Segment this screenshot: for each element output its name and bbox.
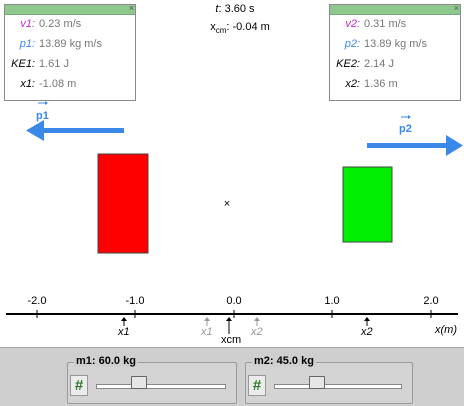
xcm-value: : -0.04 m <box>226 21 270 33</box>
x1-marker: x1 <box>117 317 130 338</box>
tick-label: 0.0 <box>226 295 241 307</box>
axis-ticks <box>36 310 432 318</box>
x2-label: x2: <box>345 78 360 90</box>
p1-value: 13.89 kg m/s <box>39 38 102 50</box>
m2-slider-track[interactable] <box>274 384 402 389</box>
close-icon[interactable]: × <box>128 3 134 13</box>
p1-label: p1: <box>19 38 35 50</box>
x1-value: -1.08 m <box>39 78 77 90</box>
xcm-marker: xcm <box>221 317 241 345</box>
tick-label: 2.0 <box>423 295 438 307</box>
p2-vector-label: p2 <box>399 115 412 135</box>
tick-label: -2.0 <box>28 295 47 307</box>
numeric-entry-icon[interactable]: # <box>248 375 266 396</box>
close-icon[interactable]: × <box>453 3 459 13</box>
m2-label: m2: 45.0 kg <box>252 355 316 367</box>
m1-control-group: m1: 60.0 kg # <box>67 355 237 404</box>
time-value: : 3.60 s <box>218 3 255 15</box>
p2-momentum-arrow <box>367 135 463 156</box>
x2-marker: x2 <box>360 317 373 338</box>
p2-label: p2: <box>344 38 360 50</box>
x2-value: 1.36 m <box>364 78 398 90</box>
ke1-label: KE1: <box>11 58 35 70</box>
xcm-marker-label: xcm <box>221 334 241 345</box>
v2-value: 0.31 m/s <box>364 18 407 30</box>
xcm-sub: cm <box>215 26 227 36</box>
center-of-mass-readout: xcm: -0.04 m <box>180 21 300 35</box>
numeric-entry-icon[interactable]: # <box>70 375 88 396</box>
p2-value: 13.89 kg m/s <box>364 38 427 50</box>
tick-label: -1.0 <box>126 295 145 307</box>
m1-label: m1: 60.0 kg <box>74 355 138 367</box>
simulation-stage: p1 p2 × -2.0 -1.0 0.0 1.0 2.0 x(m) x1 <box>6 101 463 345</box>
m2-control-group: m2: 45.0 kg # <box>245 355 413 404</box>
tick-label: 1.0 <box>324 295 339 307</box>
x2-marker-label: x2 <box>360 326 373 338</box>
body1-block[interactable] <box>97 153 149 254</box>
ke2-label: KE2: <box>336 58 360 70</box>
ke1-value: 1.61 J <box>39 58 69 70</box>
v1-label: v1: <box>20 18 35 30</box>
x1-initial-marker: x1 <box>200 317 213 338</box>
panel1-titlebar[interactable]: × <box>5 3 135 15</box>
body2-block[interactable] <box>342 166 393 243</box>
x1-marker-label: x1 <box>117 326 130 338</box>
x1-label: x1: <box>20 78 35 90</box>
panel2-titlebar[interactable]: × <box>330 3 460 15</box>
x2-initial-marker: x2 <box>250 317 263 338</box>
v1-value: 0.23 m/s <box>39 18 82 30</box>
time-label: t <box>215 3 219 15</box>
body1-stats-panel: × v1: 0.23 m/s p1: 13.89 kg m/s KE1: 1.61 J… <box>4 3 136 101</box>
xcm-label: x <box>210 21 216 33</box>
x2-initial-marker-label: x2 <box>250 326 263 338</box>
m1-slider-track[interactable] <box>96 384 226 389</box>
p1-momentum-arrow <box>26 120 124 141</box>
control-panel: m1: 60.0 kg # m2: 45.0 kg # <box>0 347 464 406</box>
p2-text: p2 <box>399 123 412 135</box>
axis-unit-label: x(m) <box>434 324 457 336</box>
center-of-mass-marker: × <box>224 198 230 210</box>
p1-text: p1 <box>36 110 49 122</box>
x1-initial-marker-label: x1 <box>200 326 213 338</box>
time-readout: t: 3.60 s <box>195 3 275 15</box>
m1-slider-thumb[interactable] <box>131 376 148 389</box>
p1-vector-label: p1 <box>36 101 49 122</box>
m2-slider-thumb[interactable] <box>308 376 325 389</box>
body2-stats-panel: × v2: 0.31 m/s p2: 13.89 kg m/s KE2: 2.14 J… <box>329 3 461 101</box>
v2-label: v2: <box>345 18 360 30</box>
ke2-value: 2.14 J <box>364 58 394 70</box>
